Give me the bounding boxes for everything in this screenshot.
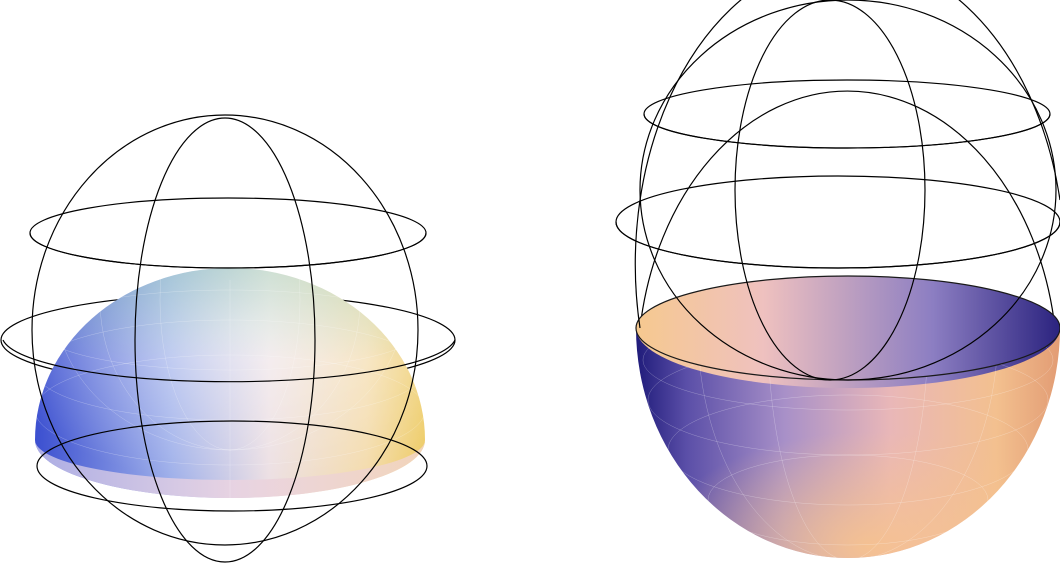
- left-dome-surface: [35, 268, 425, 498]
- left-panel: [0, 114, 456, 563]
- left-wireframe-front: [2, 114, 456, 563]
- right-wireframe-front: [615, 0, 1060, 381]
- right-panel: [615, 0, 1060, 558]
- right-bowl-surface: [635, 275, 1060, 558]
